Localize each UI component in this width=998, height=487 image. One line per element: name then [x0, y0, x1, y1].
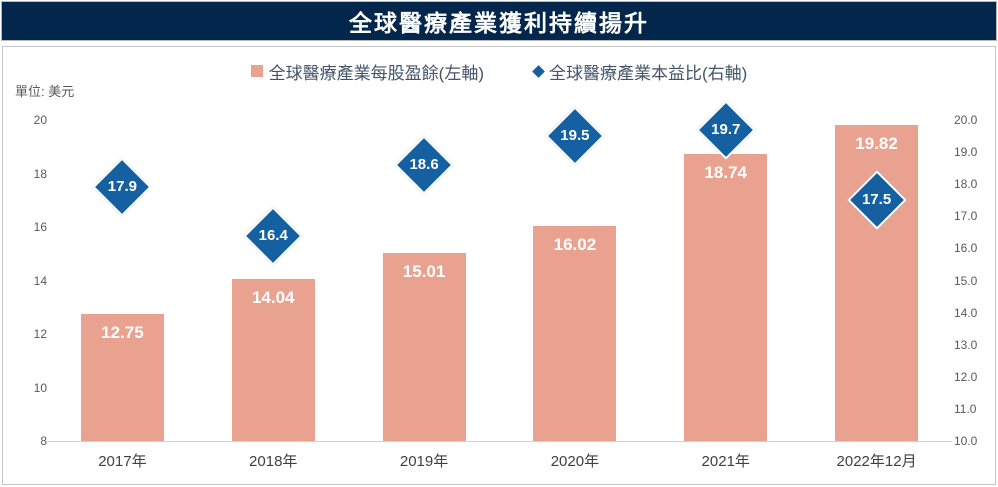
chart-title-banner: 全球醫療產業獲利持續揚升 [1, 1, 997, 41]
left-axis-tick-label: 16 [33, 220, 47, 234]
legend: 全球醫療產業每股盈餘(左軸) 全球醫療產業本益比(右軸) [3, 59, 995, 83]
left-axis-tick-label: 14 [33, 273, 47, 288]
right-axis-tick-label: 14.0 [954, 305, 978, 320]
left-axis-tick-label: 20 [33, 113, 47, 127]
x-axis-category-label: 2020年 [550, 453, 600, 470]
left-axis-tick-label: 10 [33, 380, 47, 395]
x-axis-category-label: 2021年 [701, 453, 750, 470]
legend-item-pe: 全球醫療產業本益比(右軸) [532, 59, 748, 84]
bar-series-swatch-icon [250, 65, 263, 77]
x-axis-category-label: 2019年 [399, 453, 449, 470]
bar-2017年 [80, 313, 164, 441]
legend-label-pe: 全球醫療產業本益比(右軸) [549, 63, 748, 83]
diamond-value-label: 19.5 [560, 127, 590, 145]
diamond-marker-2020年: 19.5 [545, 106, 605, 166]
diamond-value-label: 16.4 [258, 226, 288, 244]
bar-2019年 [382, 253, 466, 441]
bar-value-label: 15.01 [402, 262, 446, 282]
x-axis-category-label: 2017年 [98, 453, 147, 470]
bar-2020年 [533, 226, 617, 441]
page-title: 全球醫療產業獲利持續揚升 [349, 10, 649, 36]
diamond-value-label: 17.9 [107, 178, 137, 196]
diamond-value-label: 18.6 [409, 155, 439, 173]
right-axis-tick-label: 15.0 [954, 273, 978, 288]
right-axis-tick-label: 12.0 [954, 369, 978, 384]
x-axis-line [47, 441, 952, 442]
left-axis-tick-label: 18 [33, 166, 47, 181]
bar-value-label: 16.02 [553, 235, 597, 255]
diamond-marker-2018年: 16.4 [243, 205, 303, 266]
left-axis-unit-label: 單位: 美元 [15, 84, 75, 99]
diamond-value-label: 19.7 [711, 120, 741, 138]
left-axis-tick-label: 12 [33, 327, 47, 341]
right-axis-tick-label: 13.0 [954, 337, 978, 352]
bar-value-label: 19.82 [855, 133, 898, 153]
diamond-marker-2021年: 19.7 [696, 99, 756, 160]
diamond-marker-2017年: 17.9 [92, 157, 153, 218]
left-axis-tick-label: 8 [40, 434, 47, 448]
legend-label-eps: 全球醫療產業每股盈餘(左軸) [268, 63, 484, 83]
legend-item-eps: 全球醫療產業每股盈餘(左軸) [250, 59, 484, 84]
bar-value-label: 12.75 [101, 322, 144, 342]
x-axis-category-label: 2018年 [249, 453, 298, 470]
right-axis-tick-label: 17.0 [954, 209, 978, 224]
bar-2018年 [231, 279, 315, 441]
right-axis-tick-label: 19.0 [954, 145, 978, 160]
diamond-value-label: 17.5 [861, 191, 892, 209]
chart-container: 全球醫療產業每股盈餘(左軸) 全球醫療產業本益比(右軸) 單位: 美元 8 10 1… [2, 46, 996, 485]
right-axis-tick-label: 18.0 [954, 177, 978, 192]
right-axis-tick-label: 10.0 [954, 434, 978, 448]
diamond-marker-2019年: 18.6 [394, 135, 454, 195]
x-axis-category-label: 2022年12月 [836, 453, 917, 470]
bar-2021年 [684, 153, 768, 441]
bar-value-label: 18.74 [704, 162, 748, 182]
plot-area: 8 10 12 14 16 18 20 10.0 11.0 12.0 13.0 14.0 15.0 16.… [3, 47, 995, 484]
bar-value-label: 14.04 [251, 288, 295, 308]
right-axis-tick-label: 20.0 [954, 113, 978, 127]
right-axis-tick-label: 11.0 [954, 401, 977, 416]
right-axis-tick-label: 16.0 [954, 241, 978, 256]
diamond-marker-2022年12月: 17.5 [846, 170, 907, 230]
